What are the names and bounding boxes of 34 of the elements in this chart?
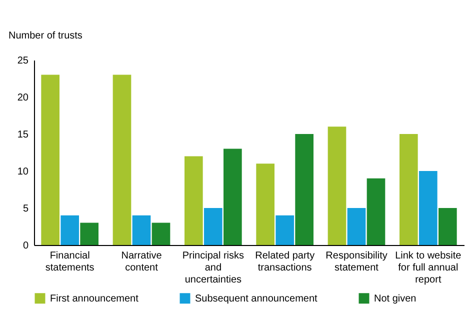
legend-label: Subsequent announcement <box>195 293 318 304</box>
bar <box>438 208 457 245</box>
y-tick-label: 10 <box>17 166 29 178</box>
bar <box>276 215 294 245</box>
bar <box>60 215 79 245</box>
bar <box>41 74 60 245</box>
bar <box>204 208 222 245</box>
legend-label: First announcement <box>50 293 139 304</box>
x-tick-label: Related party transactions <box>255 250 315 274</box>
bar <box>347 208 366 245</box>
y-tick-label: 20 <box>17 92 29 104</box>
bar <box>256 164 274 245</box>
bar <box>112 74 132 245</box>
bar <box>419 171 438 245</box>
y-axis-title: Number of trusts <box>8 30 82 42</box>
bar <box>400 134 418 245</box>
bar <box>80 222 98 245</box>
y-tick-label: 25 <box>17 56 29 66</box>
x-tick-label: Responsibility statement <box>326 250 388 274</box>
legend-label: Not given <box>374 293 416 304</box>
bar <box>366 178 386 245</box>
bar <box>184 156 203 245</box>
x-tick-label: Financial statements <box>45 250 94 274</box>
x-tick-label: Narrative content <box>121 250 162 274</box>
bar <box>152 222 170 245</box>
bar <box>132 215 151 245</box>
bar <box>328 126 346 245</box>
bar <box>295 134 314 245</box>
y-tick-label: 15 <box>17 130 29 140</box>
y-tick-label: 5 <box>22 204 29 214</box>
bar <box>224 148 242 245</box>
y-tick-label: 0 <box>22 240 29 252</box>
x-tick-label: Principal risks and uncertainties <box>182 250 244 286</box>
x-tick-label: Link to website for full annual report <box>395 250 462 286</box>
